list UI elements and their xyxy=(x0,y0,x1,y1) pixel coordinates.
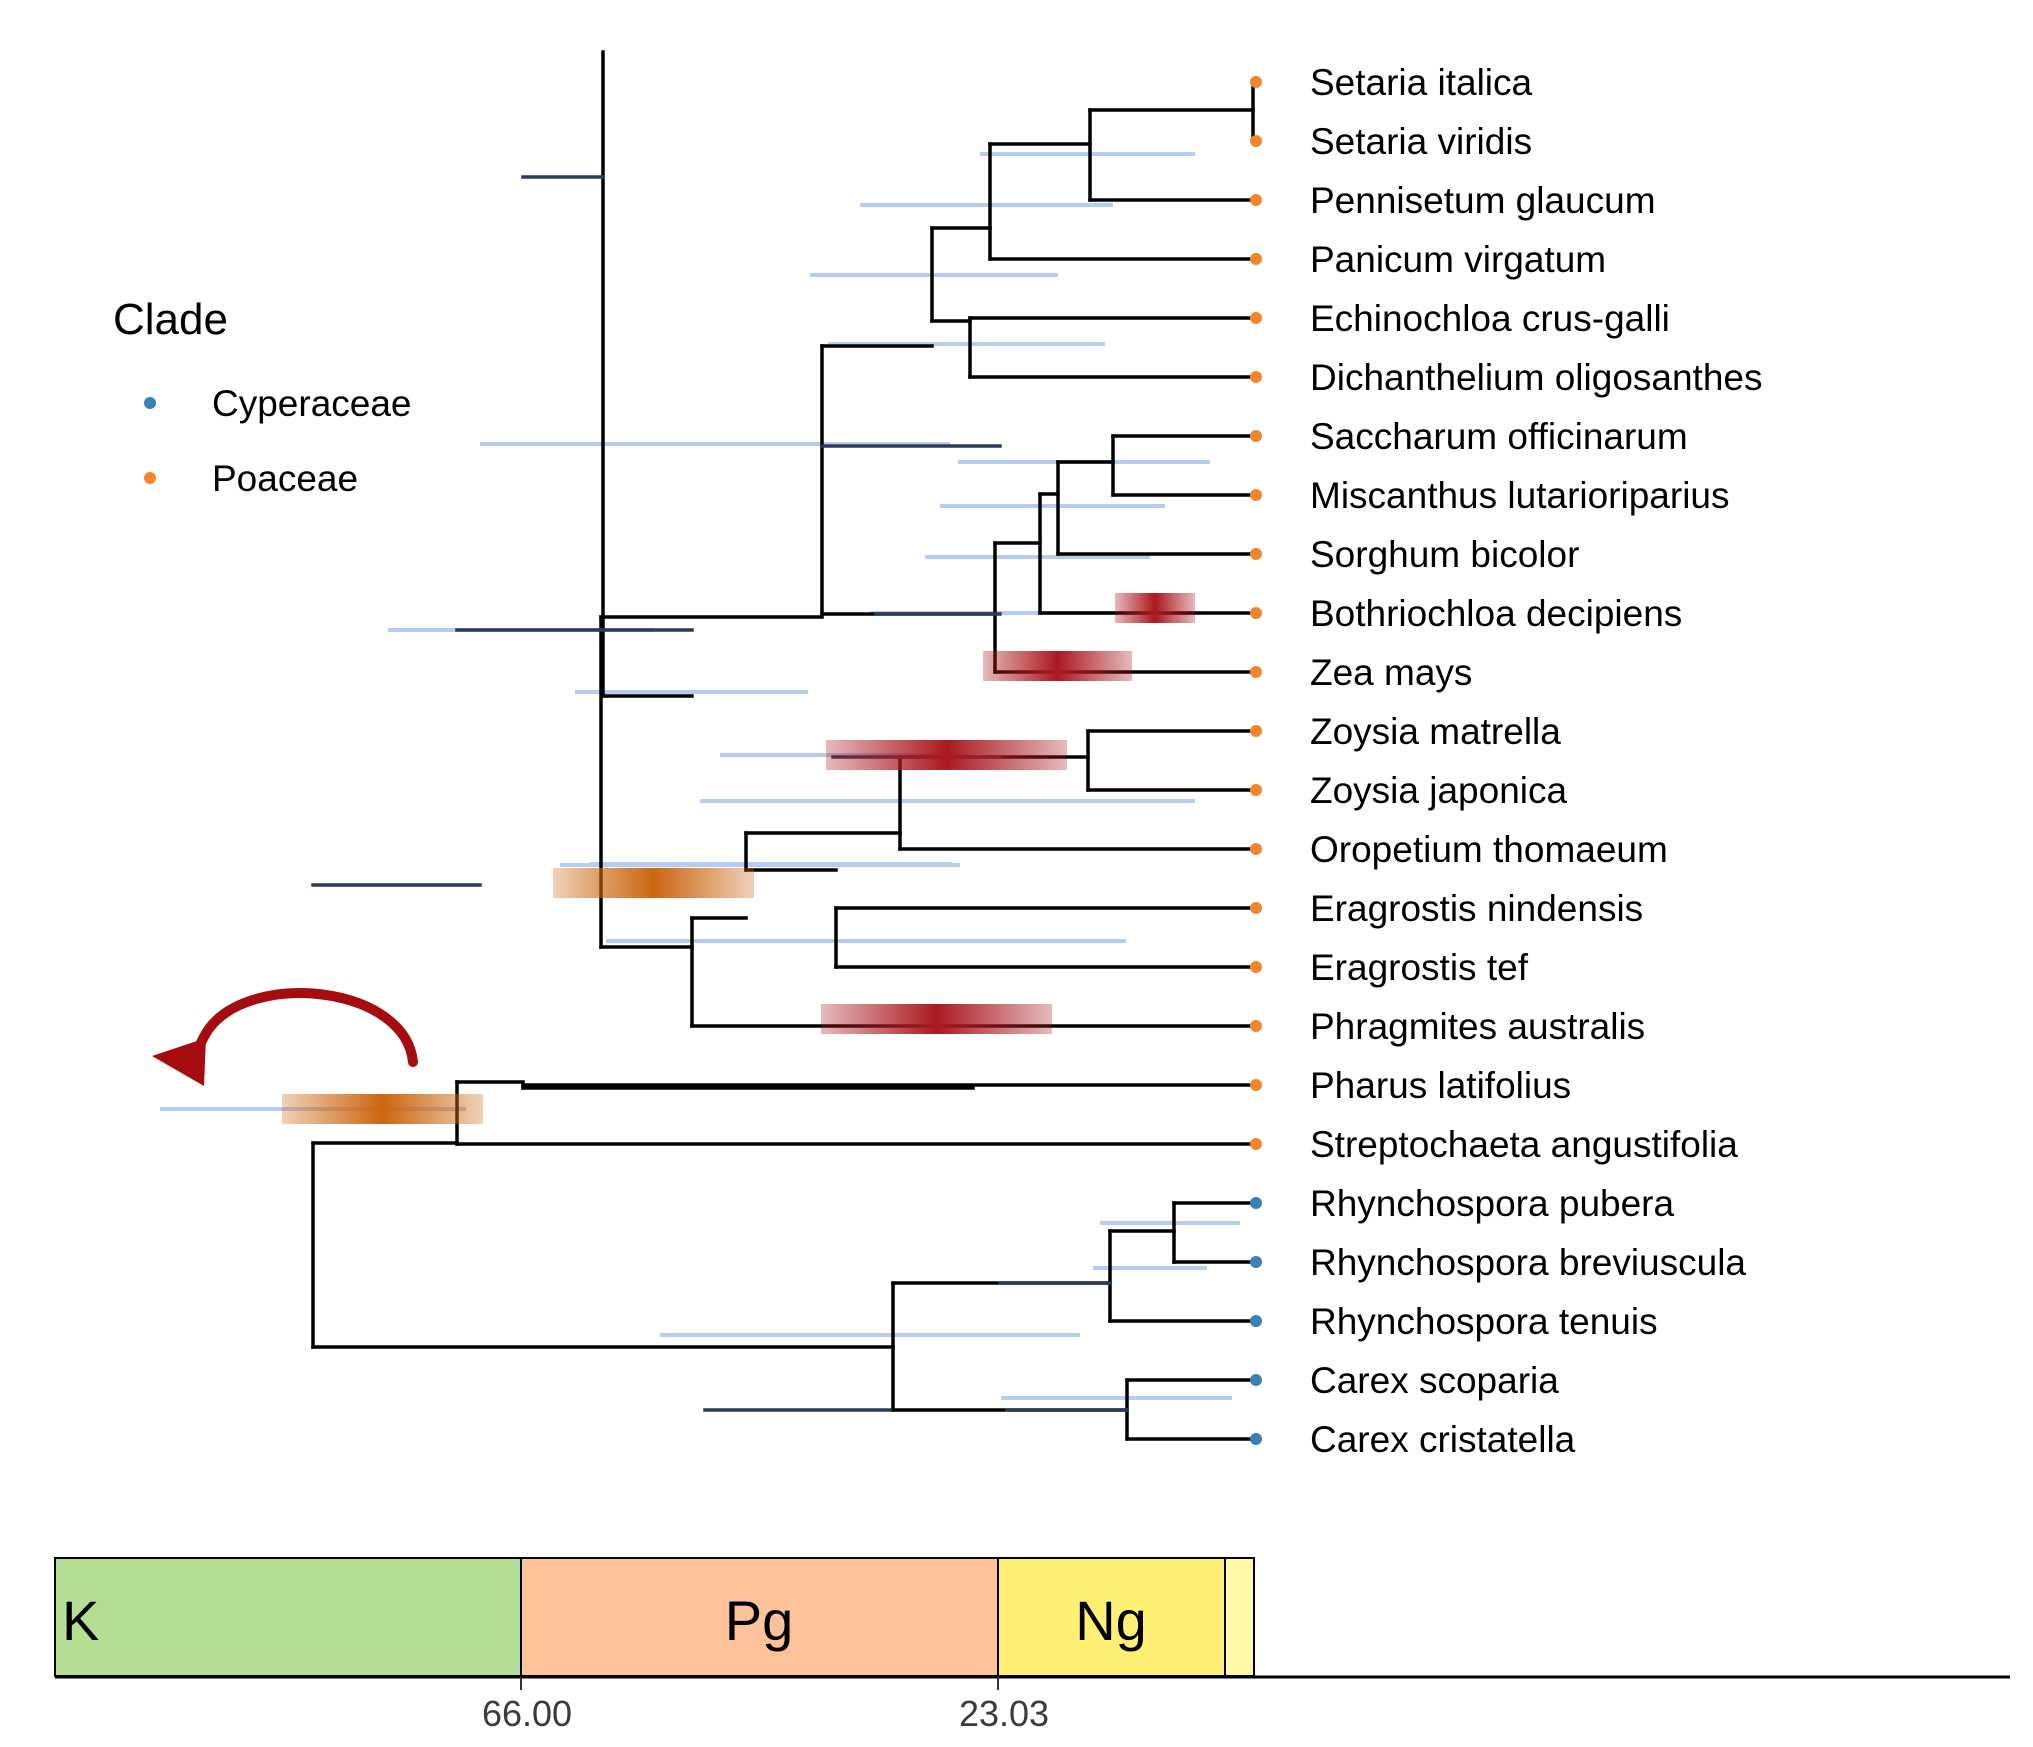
tip-point xyxy=(1250,1374,1262,1386)
tip-label: Bothriochloa decipiens xyxy=(1310,593,1682,634)
legend-label-poaceae: Poaceae xyxy=(212,458,358,499)
geologic-timescale: K Pg Ng 66.00 23.03 xyxy=(54,1557,2010,1734)
tip-label: Rhynchospora pubera xyxy=(1310,1183,1674,1224)
tip-label: Sorghum bicolor xyxy=(1310,534,1579,575)
tip-labels: Setaria italica Setaria viridis Pennisetum… xyxy=(1310,62,1763,1460)
tip-label: Pennisetum glaucum xyxy=(1310,180,1656,221)
axis-tick-label-66: 66.00 xyxy=(482,1693,572,1734)
legend-key-cyperaceae xyxy=(144,397,156,409)
tip-label: Setaria viridis xyxy=(1310,121,1532,162)
wgd-bar xyxy=(282,1094,483,1124)
tip-label: Rhynchospora breviuscula xyxy=(1310,1242,1746,1283)
tip-label: Saccharum officinarum xyxy=(1310,416,1688,457)
wgd-bar xyxy=(983,651,1132,681)
tip-point xyxy=(1250,135,1262,147)
tip-label: Eragrostis tef xyxy=(1310,947,1529,988)
legend-key-poaceae xyxy=(144,472,156,484)
tip-point xyxy=(1250,312,1262,324)
tip-label: Echinochloa crus-galli xyxy=(1310,298,1670,339)
tip-point xyxy=(1250,725,1262,737)
wgd-bars xyxy=(282,593,1195,1124)
tip-label: Pharus latifolius xyxy=(1310,1065,1571,1106)
wgd-bar xyxy=(826,740,1067,770)
axis-tick-label-23: 23.03 xyxy=(959,1693,1049,1734)
period-label-k: K xyxy=(62,1589,99,1652)
tip-point xyxy=(1250,902,1262,914)
tip-label: Setaria italica xyxy=(1310,62,1533,103)
wgd-bar xyxy=(1115,593,1195,623)
tip-label: Dichanthelium oligosanthes xyxy=(1310,357,1763,398)
period-label-pg: Pg xyxy=(725,1589,794,1652)
tip-label: Carex scoparia xyxy=(1310,1360,1559,1401)
period-label-ng: Ng xyxy=(1075,1589,1147,1652)
tip-point xyxy=(1250,961,1262,973)
tip-label: Oropetium thomaeum xyxy=(1310,829,1668,870)
tip-label: Carex cristatella xyxy=(1310,1419,1576,1460)
tip-label: Rhynchospora tenuis xyxy=(1310,1301,1658,1342)
tip-point xyxy=(1250,607,1262,619)
curved-arrow-shaft xyxy=(194,988,418,1067)
period-q xyxy=(1224,1557,1255,1677)
curved-arrow xyxy=(152,988,418,1086)
period-k xyxy=(54,1557,522,1677)
wgd-bar xyxy=(553,868,754,898)
tip-label: Streptochaeta angustifolia xyxy=(1310,1124,1738,1165)
tip-point xyxy=(1250,430,1262,442)
tip-points xyxy=(1250,76,1262,1445)
tip-point xyxy=(1250,548,1262,560)
tip-point xyxy=(1250,843,1262,855)
curved-arrow-head xyxy=(152,1038,206,1086)
tip-point xyxy=(1250,1433,1262,1445)
tip-point xyxy=(1250,489,1262,501)
tip-point xyxy=(1250,1256,1262,1268)
wgd-bar xyxy=(821,1004,1052,1034)
tip-point xyxy=(1250,666,1262,678)
tip-point xyxy=(1250,371,1262,383)
tip-point xyxy=(1250,1020,1262,1032)
legend-label-cyperaceae: Cyperaceae xyxy=(212,383,412,424)
legend: Clade Cyperaceae Poaceae xyxy=(113,295,412,499)
tip-point xyxy=(1250,194,1262,206)
tip-point xyxy=(1250,1138,1262,1150)
tip-point xyxy=(1250,76,1262,88)
tip-point xyxy=(1250,253,1262,265)
tip-point xyxy=(1250,1315,1262,1327)
tip-label: Eragrostis nindensis xyxy=(1310,888,1643,929)
confidence-interval-bars xyxy=(160,152,1240,1400)
period-ng xyxy=(997,1557,1226,1677)
tree-branches xyxy=(311,50,1258,1441)
tip-point xyxy=(1250,1197,1262,1209)
tip-point xyxy=(1250,784,1262,796)
legend-title: Clade xyxy=(113,295,228,344)
tip-label: Phragmites australis xyxy=(1310,1006,1645,1047)
tip-label: Zea mays xyxy=(1310,652,1472,693)
period-pg xyxy=(520,1557,999,1677)
tip-label: Miscanthus lutarioriparius xyxy=(1310,475,1730,516)
tip-label: Panicum virgatum xyxy=(1310,239,1606,280)
tip-label: Zoysia matrella xyxy=(1310,711,1561,752)
tip-point xyxy=(1250,1079,1262,1091)
tip-label: Zoysia japonica xyxy=(1310,770,1568,811)
